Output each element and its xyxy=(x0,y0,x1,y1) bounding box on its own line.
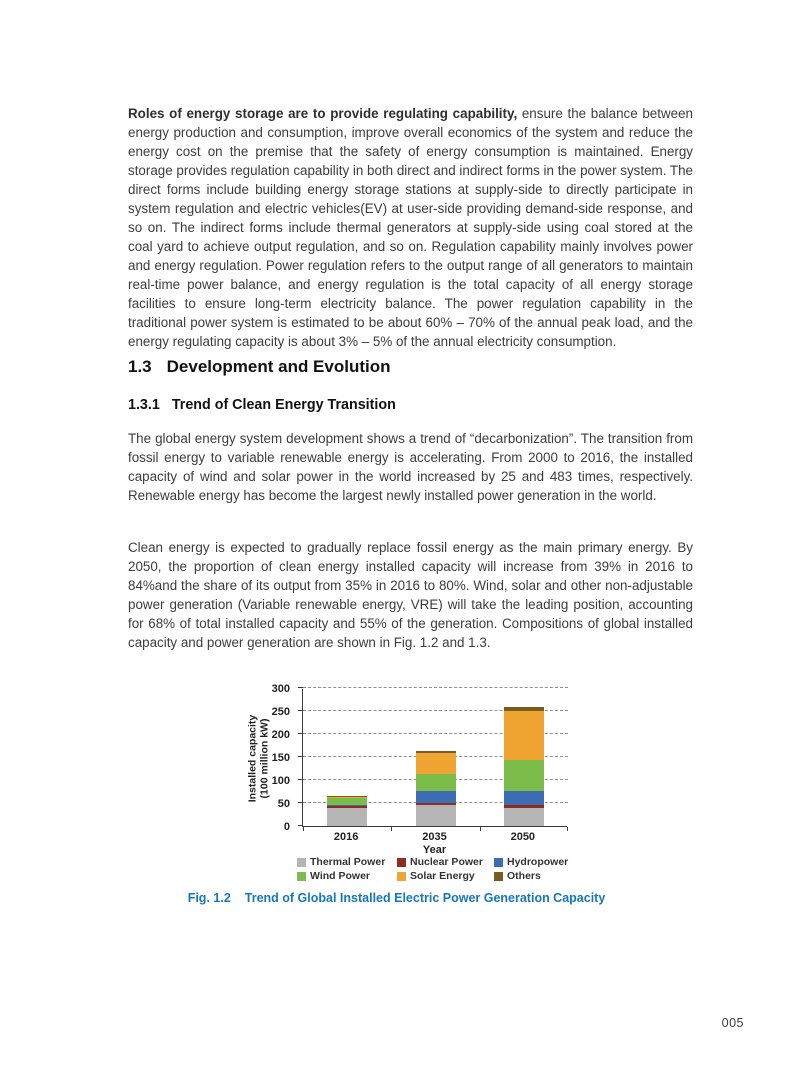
subsection-title: Trend of Clean Energy Transition xyxy=(171,397,396,413)
bar-segment xyxy=(327,797,368,799)
bar-segment xyxy=(503,804,544,809)
x-tick-mark xyxy=(303,827,304,831)
figure-caption: Fig. 1.2 Trend of Global Installed Electr… xyxy=(0,891,793,905)
bar-segment xyxy=(503,711,544,761)
subsection-heading: 1.3.1 Trend of Clean Energy Transition xyxy=(128,397,396,413)
legend-swatch-icon xyxy=(397,871,406,881)
stacked-bar-2016 xyxy=(327,796,368,826)
x-axis-labels: 2016 2035 2050 xyxy=(302,831,567,844)
section-heading: 1.3 Development and Evolution xyxy=(128,357,391,377)
x-tick-mark xyxy=(567,827,568,831)
legend-label: Wind Power xyxy=(310,870,370,882)
bar-segment xyxy=(503,808,544,826)
y-tick-label: 200 xyxy=(271,729,290,741)
legend-label: Solar Energy xyxy=(410,870,475,882)
chart-legend: Thermal Power Nuclear Power Hydropower Wind… xyxy=(297,856,584,882)
y-tick-mark xyxy=(298,733,303,734)
x-tick-label: 2016 xyxy=(333,831,359,843)
legend-label: Thermal Power xyxy=(310,856,386,868)
y-tick-mark xyxy=(298,825,303,826)
y-tick-mark xyxy=(298,710,303,711)
legend-swatch-icon xyxy=(297,857,306,867)
y-tick-label: 50 xyxy=(277,798,290,810)
legend-item: Wind Power xyxy=(297,870,397,882)
paragraph-intro-rest: ensure the balance between energy produc… xyxy=(128,106,693,349)
chart-plot xyxy=(298,687,568,831)
bar-segment xyxy=(503,760,544,792)
y-tick-label: 300 xyxy=(271,683,290,695)
x-tick-label: 2050 xyxy=(510,831,536,843)
legend-swatch-icon xyxy=(494,871,503,881)
bar-segment xyxy=(327,805,368,808)
gridline xyxy=(303,710,568,711)
section-title: Development and Evolution xyxy=(166,357,391,376)
x-axis-title: Year xyxy=(422,844,447,856)
x-tick-mark xyxy=(391,827,393,831)
y-axis-ticks: 0 50 100 150 200 250 300 xyxy=(260,683,296,833)
legend-item: Hydropower xyxy=(494,856,584,868)
paragraph-intro-lead: Roles of energy storage are to provide r… xyxy=(128,106,518,121)
figure-caption-title: Trend of Global Installed Electric Power… xyxy=(244,891,606,905)
legend-swatch-icon xyxy=(297,871,306,881)
legend-item: Thermal Power xyxy=(297,856,397,868)
bar-segment xyxy=(415,790,456,803)
bar-segment xyxy=(415,751,456,754)
bar-segment xyxy=(503,707,544,712)
y-tick-mark xyxy=(298,779,303,780)
bar-segment xyxy=(327,807,368,826)
y-tick-mark xyxy=(298,687,303,688)
bar-segment xyxy=(415,804,456,826)
x-tick-mark xyxy=(479,827,481,831)
paragraph-trend: The global energy system development sho… xyxy=(128,431,693,503)
stacked-bar-2050 xyxy=(503,707,544,826)
legend-label: Others xyxy=(507,870,541,882)
y-tick-label: 0 xyxy=(283,821,290,833)
figure-caption-label: Fig. 1.2 xyxy=(187,891,231,905)
legend-item: Solar Energy xyxy=(397,870,494,882)
paragraph-intro: Roles of energy storage are to provide r… xyxy=(128,104,693,351)
y-tick-mark xyxy=(298,756,303,757)
legend-item: Nuclear Power xyxy=(397,856,494,868)
paragraph-clean-energy: Clean energy is expected to gradually re… xyxy=(128,540,693,650)
bar-segment xyxy=(415,753,456,775)
bar-segment xyxy=(327,798,368,806)
legend-swatch-icon xyxy=(397,857,406,867)
bar-segment xyxy=(415,774,456,791)
legend-item: Others xyxy=(494,870,584,882)
y-tick-label: 100 xyxy=(271,775,290,787)
gridline xyxy=(303,687,568,688)
bar-segment xyxy=(415,802,456,805)
y-tick-mark xyxy=(298,802,303,803)
bar-segment xyxy=(503,791,544,805)
y-tick-label: 250 xyxy=(271,706,290,718)
stacked-bar-2035 xyxy=(415,751,456,826)
x-tick-label: 2035 xyxy=(422,831,447,843)
legend-label: Nuclear Power xyxy=(410,856,483,868)
bar-segment xyxy=(327,796,368,798)
page-number: 005 xyxy=(721,1016,744,1030)
subsection-number: 1.3.1 xyxy=(128,397,160,413)
legend-label: Hydropower xyxy=(507,856,569,868)
y-tick-label: 150 xyxy=(271,752,290,764)
gridline xyxy=(303,733,568,734)
section-number: 1.3 xyxy=(128,357,152,376)
legend-swatch-icon xyxy=(494,857,503,867)
